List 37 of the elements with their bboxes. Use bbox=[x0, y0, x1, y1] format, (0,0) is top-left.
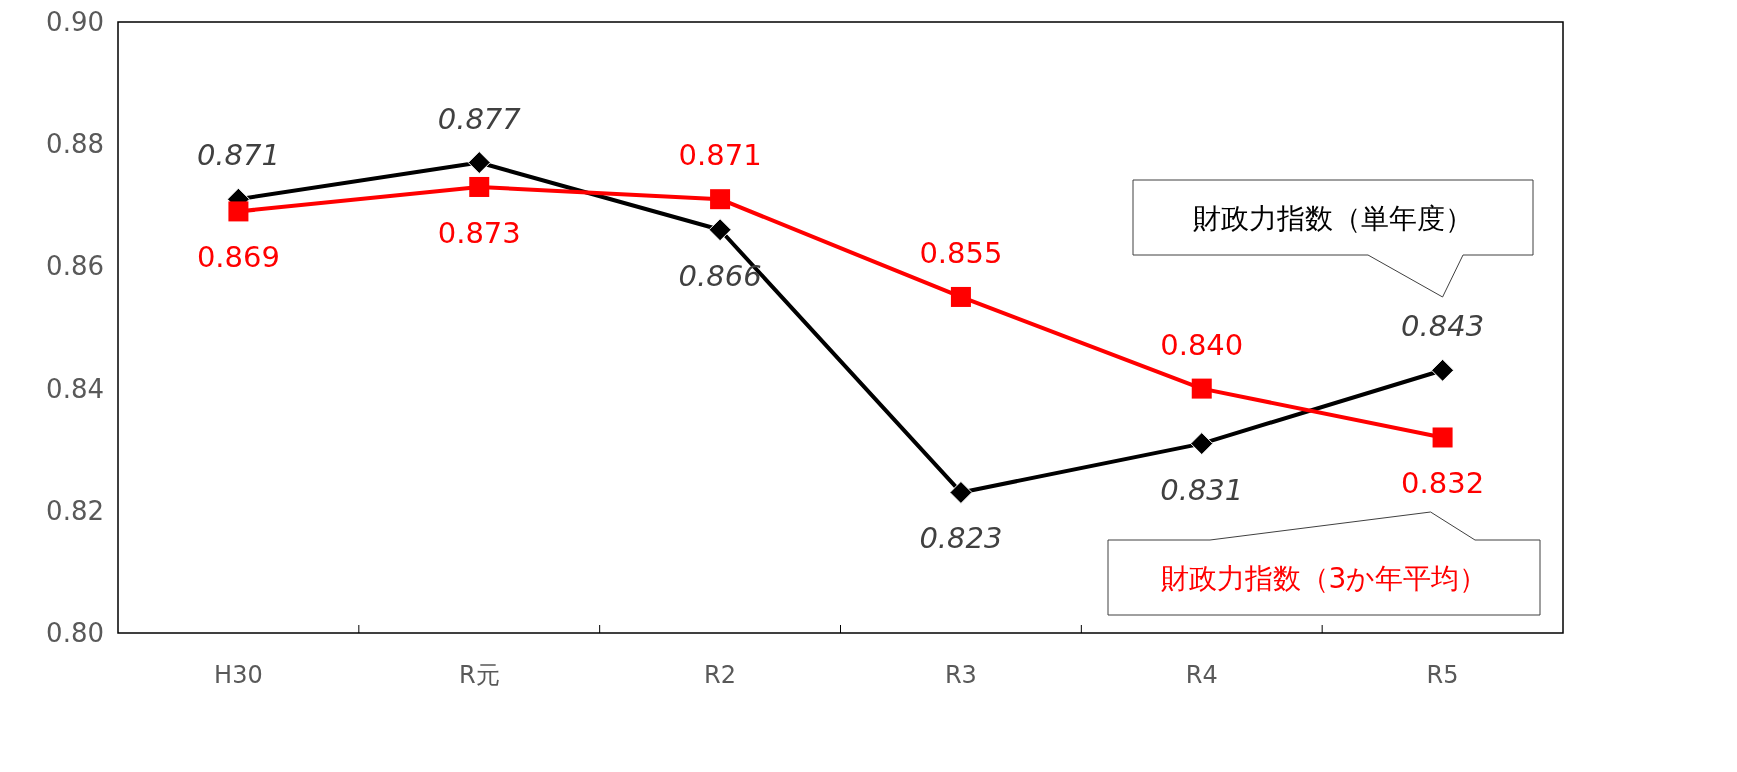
point bbox=[710, 189, 731, 210]
y-tick-label: 0.86 bbox=[46, 251, 104, 282]
data-label: 0.869 bbox=[196, 240, 280, 275]
data-label: 0.840 bbox=[1160, 327, 1244, 362]
text: 財政力指数（単年度） bbox=[1193, 201, 1473, 235]
data-label: 0.832 bbox=[1401, 466, 1485, 501]
point bbox=[469, 176, 490, 197]
data-label: 0.871 bbox=[196, 138, 280, 173]
point bbox=[1191, 378, 1212, 399]
y-tick-label: 0.90 bbox=[46, 7, 104, 37]
data-label: 0.843 bbox=[1401, 309, 1485, 344]
point bbox=[1431, 358, 1455, 382]
point bbox=[228, 201, 249, 222]
y-tick-label: 0.80 bbox=[46, 618, 104, 648]
x-tick-label: R3 bbox=[944, 661, 977, 689]
point bbox=[708, 218, 732, 242]
data-label: 0.873 bbox=[437, 215, 521, 250]
data-label: 0.877 bbox=[437, 101, 522, 136]
x-tick-label: R5 bbox=[1426, 661, 1459, 689]
y-tick-label: 0.82 bbox=[46, 495, 104, 526]
point bbox=[949, 480, 973, 504]
data-label: 0.831 bbox=[1160, 472, 1244, 507]
point bbox=[1190, 432, 1214, 456]
point bbox=[950, 286, 971, 307]
point bbox=[1432, 427, 1453, 448]
data-label: 0.855 bbox=[919, 235, 1003, 270]
data-label: 0.823 bbox=[919, 521, 1003, 556]
data-label: 0.866 bbox=[678, 258, 762, 293]
x-tick-label: R4 bbox=[1185, 661, 1218, 689]
x-tick-label: H30 bbox=[214, 661, 263, 689]
x-tick-label: R2 bbox=[704, 661, 737, 689]
y-tick-label: 0.84 bbox=[46, 373, 104, 404]
x-tick-label: R元 bbox=[458, 661, 500, 689]
point bbox=[467, 151, 491, 175]
text: 財政力指数（3か年平均） bbox=[1160, 561, 1488, 595]
data-label: 0.871 bbox=[678, 138, 762, 173]
y-tick-label: 0.88 bbox=[46, 129, 104, 160]
